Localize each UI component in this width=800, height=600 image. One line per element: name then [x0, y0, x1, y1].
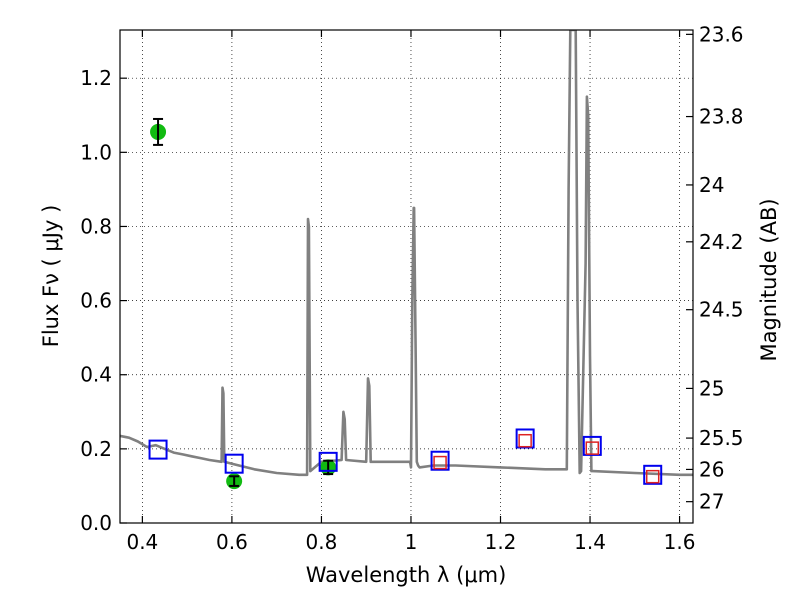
model-photometry-marker — [148, 439, 168, 460]
model-photometry-marker — [318, 451, 338, 472]
model-photometry-marker — [582, 435, 602, 456]
x-axis-label: Wavelength λ (μm) — [306, 563, 507, 587]
x-tick-label: 0.8 — [306, 530, 338, 554]
model-spectrum — [120, 30, 693, 477]
observed-photometry-marker — [518, 433, 532, 448]
model-photometry-marker — [643, 464, 663, 485]
x-tick-label: 1.2 — [485, 530, 517, 554]
y-axis-label: Flux Fν ( μJy ) — [39, 205, 63, 348]
grid-lines — [120, 30, 693, 524]
y-tick-label: 0.0 — [80, 511, 112, 535]
y-tick-label: 0.2 — [80, 437, 112, 461]
model-photometry-marker — [224, 453, 244, 474]
y-axis-label-right: Magnitude (AB) — [757, 198, 781, 361]
model-photometry-marker — [515, 428, 535, 449]
right-tick-label: 25 — [699, 376, 724, 400]
x-tick-label: 0.4 — [126, 530, 158, 554]
x-tick-label: 0.6 — [216, 530, 248, 554]
photometry-markers — [148, 117, 663, 490]
x-tick-label: 1.6 — [664, 530, 696, 554]
x-tick-label: 1.4 — [574, 530, 606, 554]
right-tick-label: 23.6 — [699, 22, 744, 46]
plot-frame — [119, 29, 694, 524]
right-tick-label: 24.5 — [699, 298, 744, 322]
observed-photometry-marker — [433, 455, 447, 470]
observed-photometry-marker — [585, 441, 600, 455]
right-tick-label: 27 — [699, 490, 724, 514]
observed-photometry-marker — [645, 469, 660, 484]
model-photometry-marker — [430, 450, 450, 471]
y-tick-label: 0.8 — [80, 214, 112, 238]
y-tick-label: 1.0 — [80, 140, 112, 164]
y-tick-label: 0.4 — [80, 363, 112, 387]
right-tick-label: 24.2 — [699, 230, 744, 254]
right-tick-label: 26 — [699, 457, 724, 481]
right-tick-label: 25.5 — [699, 426, 744, 450]
x-tick-label: 1 — [405, 530, 418, 554]
axis-ticks: 0.4 0.6 0.8 1 1.2 1.4 1.6 0.0 0.2 0.4 0.6 0.8 1.0 1.2… — [80, 22, 743, 554]
y-tick-label: 1.2 — [80, 66, 112, 90]
spectrum-line — [120, 30, 693, 477]
right-tick-label: 24 — [699, 173, 724, 197]
y-tick-label: 0.6 — [80, 289, 112, 313]
right-tick-label: 23.8 — [699, 105, 744, 129]
